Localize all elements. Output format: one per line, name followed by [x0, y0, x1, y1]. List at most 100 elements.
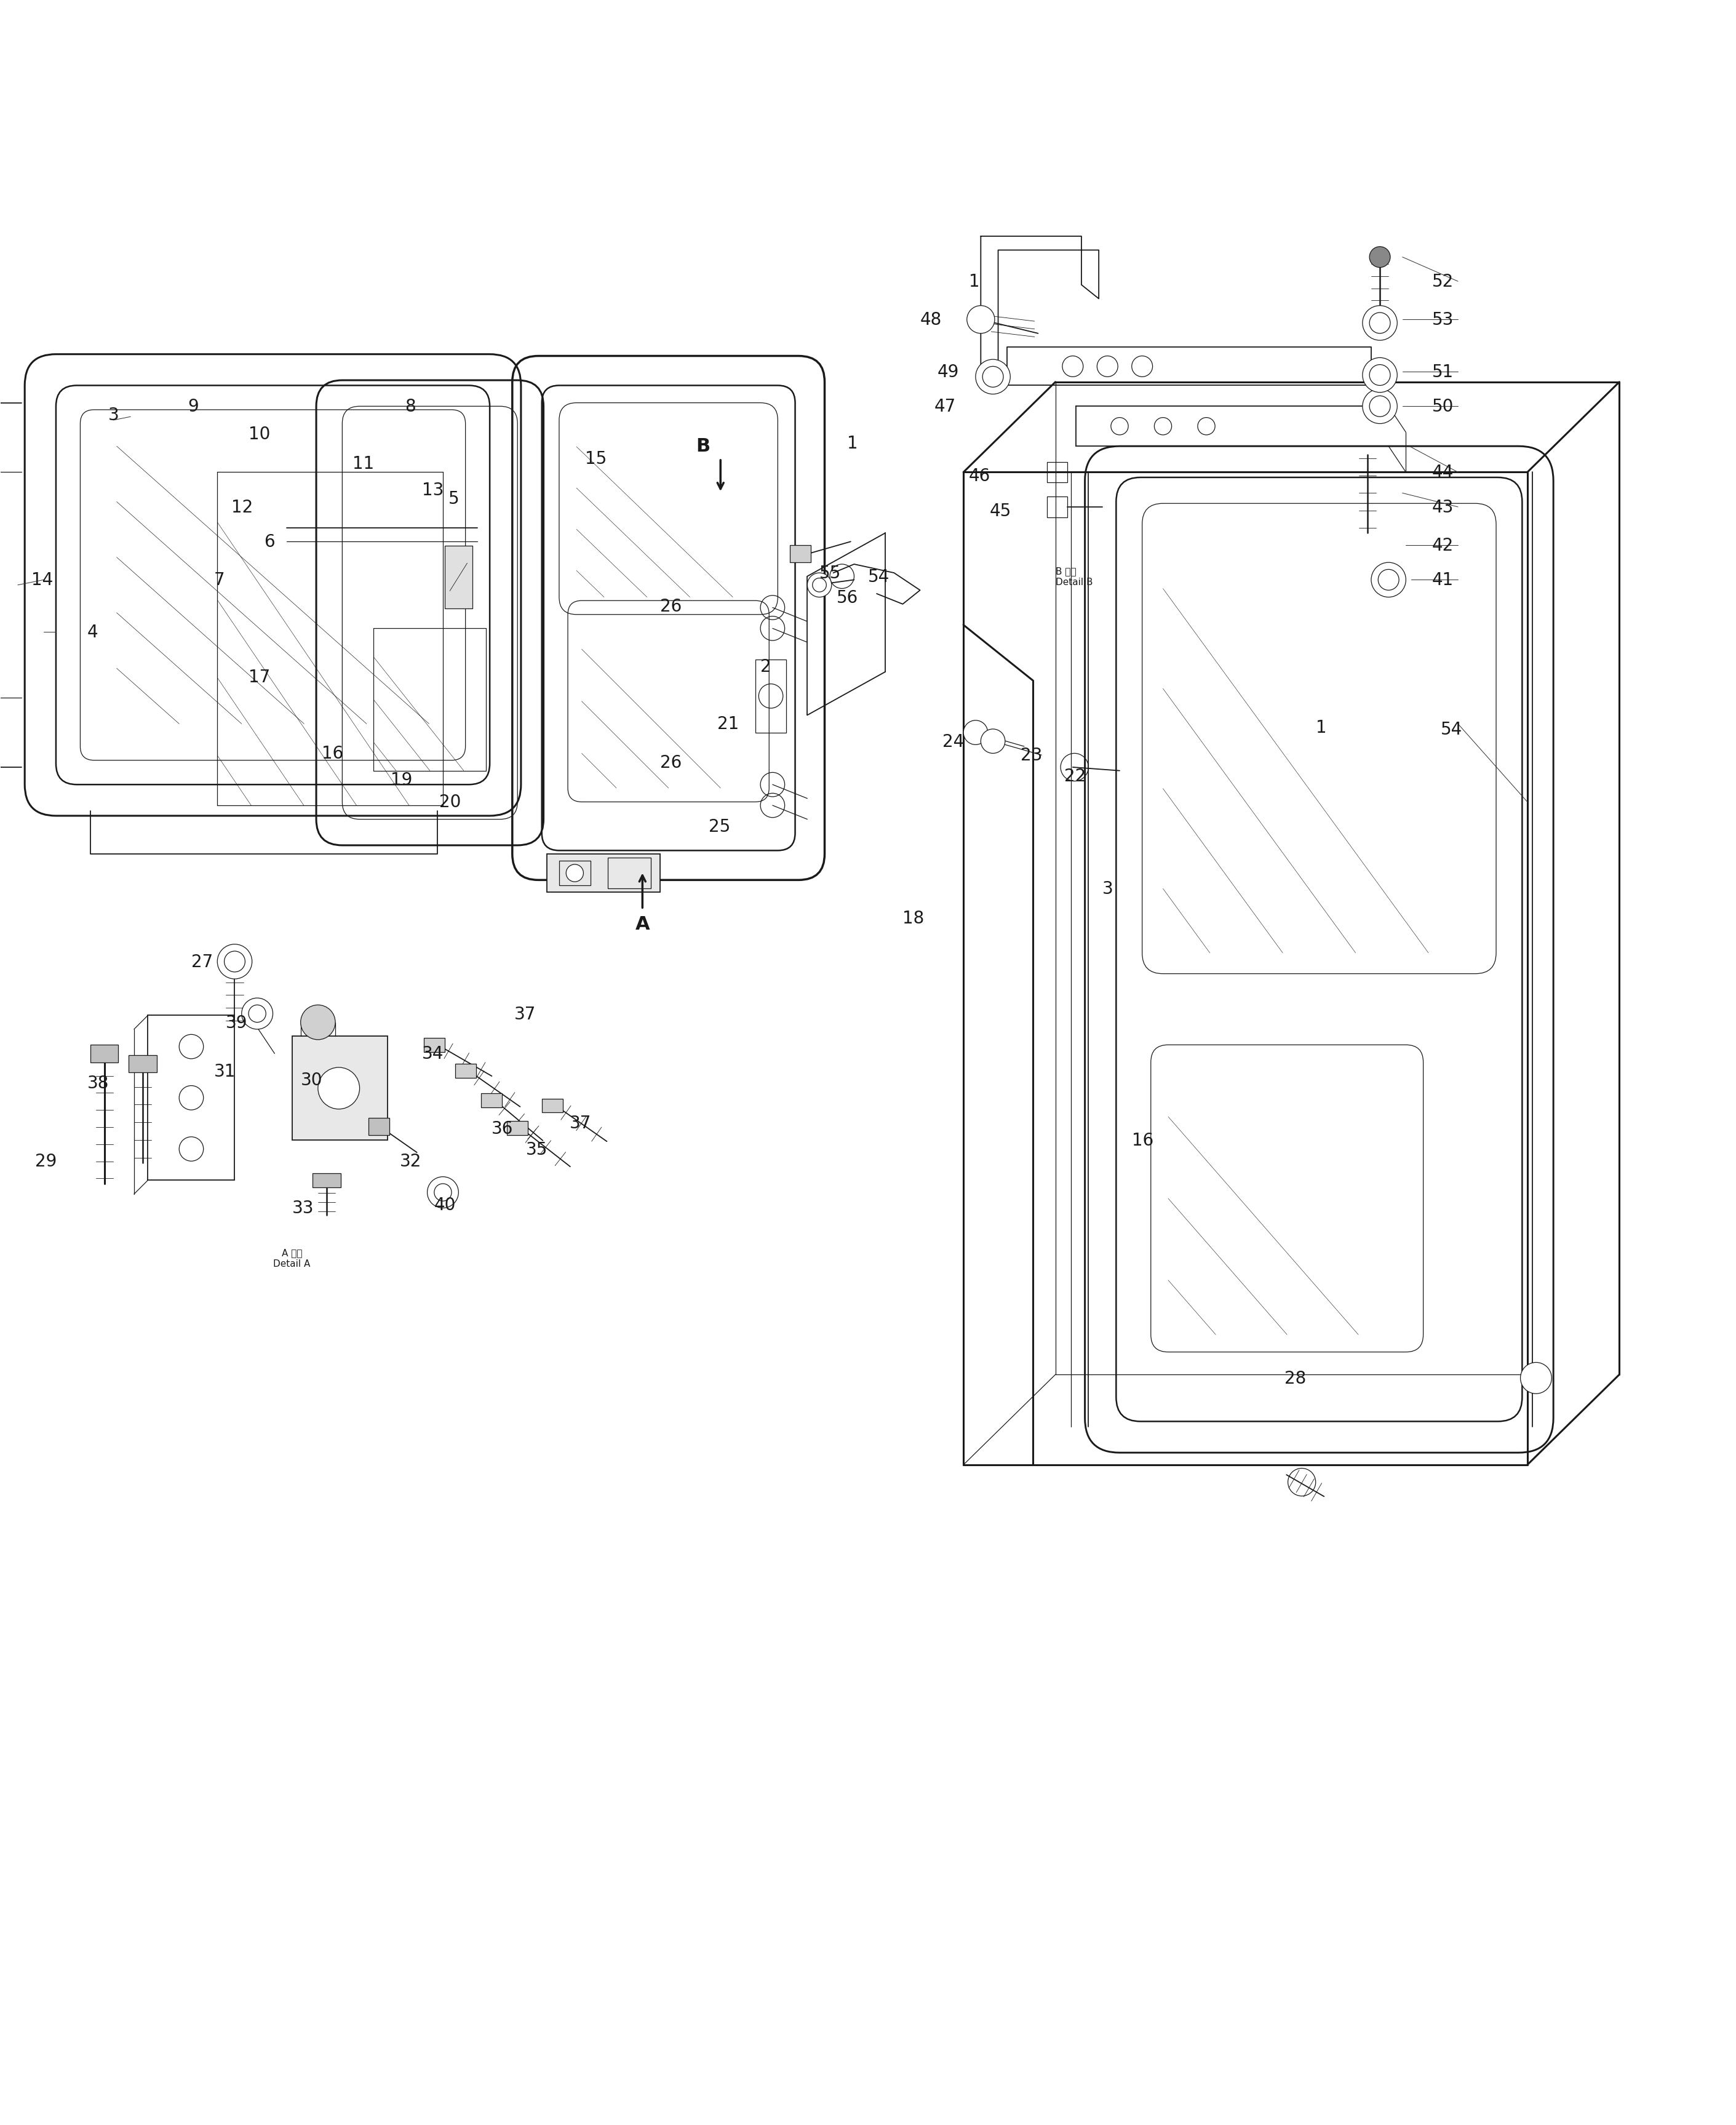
- Circle shape: [1363, 389, 1397, 425]
- Text: 5: 5: [448, 491, 458, 508]
- Bar: [444, 546, 472, 608]
- Circle shape: [981, 729, 1005, 754]
- Text: 8: 8: [404, 397, 415, 414]
- Text: 9: 9: [187, 397, 198, 414]
- Text: 45: 45: [990, 501, 1010, 518]
- Text: 23: 23: [1021, 746, 1042, 765]
- Text: 7: 7: [214, 572, 224, 589]
- Text: 43: 43: [1432, 499, 1453, 516]
- Circle shape: [963, 720, 988, 746]
- Bar: [1047, 497, 1068, 518]
- Circle shape: [1363, 359, 1397, 393]
- Text: 37: 37: [569, 1116, 592, 1133]
- Text: 55: 55: [819, 565, 842, 582]
- Text: 12: 12: [231, 499, 253, 516]
- Text: 18: 18: [903, 909, 924, 926]
- Text: 6: 6: [264, 533, 274, 550]
- Text: 38: 38: [87, 1075, 109, 1092]
- Text: 27: 27: [191, 954, 214, 971]
- Text: 26: 26: [660, 754, 682, 771]
- Text: 22: 22: [1064, 767, 1085, 784]
- Circle shape: [807, 574, 832, 597]
- Bar: [128, 1056, 156, 1073]
- Text: 37: 37: [514, 1005, 536, 1022]
- Circle shape: [967, 306, 995, 334]
- Text: 31: 31: [214, 1062, 236, 1080]
- Text: 53: 53: [1432, 312, 1453, 329]
- Text: 4: 4: [87, 623, 97, 642]
- Circle shape: [976, 359, 1010, 395]
- Text: 30: 30: [300, 1071, 323, 1088]
- Text: 16: 16: [1132, 1133, 1153, 1150]
- Text: 16: 16: [321, 746, 344, 763]
- Text: 2: 2: [760, 659, 771, 676]
- Text: 13: 13: [422, 482, 444, 499]
- Circle shape: [179, 1086, 203, 1109]
- Text: 19: 19: [391, 771, 413, 788]
- Text: 1: 1: [847, 433, 858, 453]
- Bar: [608, 858, 651, 888]
- Text: 52: 52: [1432, 274, 1453, 291]
- Circle shape: [179, 1035, 203, 1058]
- Circle shape: [427, 1177, 458, 1209]
- Circle shape: [318, 1067, 359, 1109]
- Text: 17: 17: [248, 669, 271, 686]
- Text: 29: 29: [35, 1152, 57, 1171]
- Circle shape: [1371, 563, 1406, 597]
- Text: 49: 49: [937, 363, 960, 380]
- Bar: [559, 861, 590, 886]
- Text: 26: 26: [660, 597, 682, 614]
- Bar: [790, 546, 811, 563]
- Text: 34: 34: [422, 1045, 444, 1062]
- Text: 15: 15: [585, 450, 608, 467]
- Text: 25: 25: [708, 818, 731, 835]
- Text: 10: 10: [248, 425, 271, 444]
- Text: 47: 47: [934, 397, 955, 414]
- Text: 28: 28: [1285, 1371, 1305, 1388]
- Text: 40: 40: [434, 1196, 457, 1213]
- Text: 36: 36: [491, 1120, 514, 1137]
- Text: 21: 21: [717, 716, 740, 733]
- Text: 56: 56: [837, 589, 858, 606]
- Text: 41: 41: [1432, 572, 1453, 589]
- Text: 54: 54: [1441, 720, 1462, 737]
- Bar: [481, 1094, 502, 1107]
- Text: 24: 24: [943, 733, 963, 750]
- Bar: [755, 661, 786, 733]
- Circle shape: [566, 865, 583, 882]
- Text: 51: 51: [1432, 363, 1453, 380]
- Circle shape: [1363, 306, 1397, 340]
- Text: 44: 44: [1432, 463, 1453, 480]
- Text: 39: 39: [226, 1014, 248, 1031]
- Text: 50: 50: [1432, 397, 1453, 414]
- Bar: [455, 1065, 476, 1077]
- Bar: [424, 1039, 444, 1052]
- Circle shape: [241, 999, 273, 1028]
- Bar: [1047, 463, 1068, 482]
- Text: 11: 11: [352, 455, 375, 472]
- Text: 14: 14: [31, 572, 54, 589]
- Circle shape: [217, 944, 252, 980]
- Text: 3: 3: [108, 406, 120, 425]
- Bar: [312, 1173, 340, 1188]
- Bar: [368, 1118, 389, 1135]
- Circle shape: [1370, 246, 1391, 268]
- Text: 1: 1: [1316, 718, 1326, 735]
- Text: 32: 32: [399, 1152, 422, 1171]
- Text: B: B: [696, 438, 710, 455]
- Text: B 詳細
Detail B: B 詳細 Detail B: [1055, 567, 1092, 586]
- Circle shape: [300, 1005, 335, 1039]
- Text: 33: 33: [292, 1201, 314, 1218]
- Text: 1: 1: [969, 274, 979, 291]
- Text: 54: 54: [868, 567, 889, 584]
- Text: 35: 35: [526, 1141, 549, 1158]
- Bar: [547, 854, 660, 892]
- Text: 42: 42: [1432, 538, 1453, 555]
- Circle shape: [179, 1137, 203, 1162]
- Text: 46: 46: [969, 467, 990, 484]
- Bar: [90, 1045, 118, 1062]
- Text: 20: 20: [439, 793, 462, 812]
- Bar: [507, 1122, 528, 1135]
- Text: A: A: [635, 916, 649, 933]
- Text: A 詳細
Detail A: A 詳細 Detail A: [273, 1247, 311, 1269]
